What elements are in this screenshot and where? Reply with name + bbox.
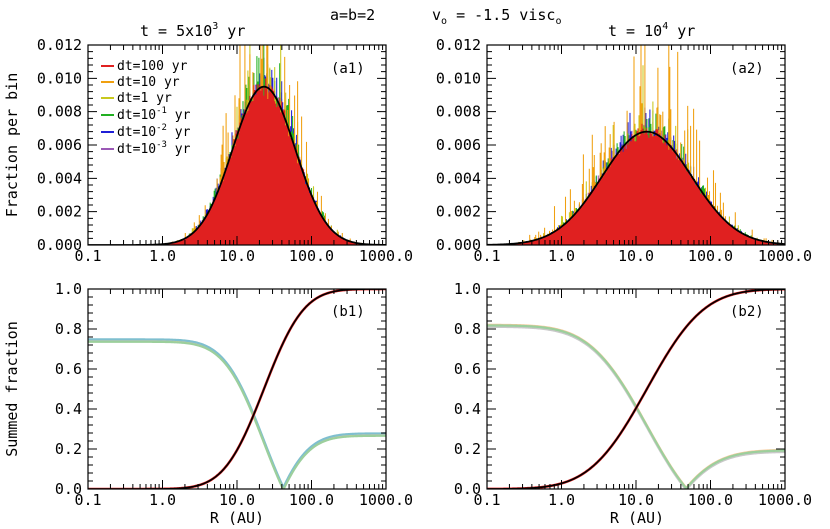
header-velocity: vo = -1.5 visco [432, 6, 561, 27]
panel-b2: 0.1 1.0 10.0 100.0 1000.00.00.20.40.60.81.0 … [454, 280, 812, 527]
panel-b2-label: (b2) [730, 304, 764, 320]
legend-label-dt10: dt=10 yr [117, 75, 180, 90]
y-tick-label: 0.012 [37, 36, 82, 54]
panel-a2-title: t = 104 yr [608, 21, 695, 40]
panel-b1-plot: 0.1 1.0 10.0 100.0 1000.0 0.0 0.2 0.4 0.6 0.8 1.0 [55, 280, 413, 509]
x-tick-label: 0.1 [74, 491, 101, 509]
axis-ticks [87, 288, 387, 490]
y-tick-label: 0.006 [436, 136, 481, 154]
x-tick-label: 1.0 [548, 247, 575, 265]
series-dt-1-yr [88, 338, 386, 489]
x-tick-label: 1.0 [149, 247, 176, 265]
panel-a2-plot: 0.1 1.0 10.0 100.0 1000.0 0.000 0.002 0.004 0.00… [436, 36, 812, 265]
y-tick-label: 0.6 [454, 360, 481, 378]
y-tick-label: 0.008 [436, 103, 481, 121]
y-tick-label: 0.8 [55, 320, 82, 338]
y-tick-label: 0.006 [37, 136, 82, 154]
x-tick-label: 10.0 [219, 247, 255, 265]
x-tick-label: 100.0 [289, 247, 334, 265]
x-tick-label: 100.0 [289, 491, 334, 509]
panel-a1-label: (a1) [331, 61, 365, 77]
panel-b2-plot: 0.1 1.0 10.0 100.0 1000.0 0.0 0.2 0.4 0.6 0.8 1.0 [454, 280, 812, 509]
y-tick-label: 0.000 [436, 236, 481, 254]
x-tick-label: 1000.0 [359, 247, 413, 265]
header-params: a=b=2 [330, 6, 375, 24]
y-tick-label: 0.4 [55, 400, 82, 418]
plot-data [487, 289, 785, 489]
y-tick-label: 0.004 [37, 169, 82, 187]
axis-ticks [486, 288, 786, 490]
x-tick-label: 1000.0 [758, 247, 812, 265]
x-tick-label: 0.1 [74, 247, 101, 265]
legend-label-dt0.1: dt=10-1 yr [117, 106, 191, 123]
series-dt-100-yr [487, 123, 785, 245]
panel-b2-xlabel: R (AU) [610, 509, 664, 527]
panel-b1-xlabel: R (AU) [210, 509, 264, 527]
y-tick-label: 0.2 [55, 440, 82, 458]
y-tick-label: 0.000 [37, 236, 82, 254]
panel-b1: Summed fraction 0.1 1.0 10.0 100.0 1000.0 0.0… [3, 280, 413, 527]
x-tick-label: 1000.0 [758, 491, 812, 509]
panel-a2: t = 104 yr 0.1 1.0 10.0 100.0 1000.0 0.000 0.0… [436, 21, 812, 265]
y-tick-label: 0.6 [55, 360, 82, 378]
y-tick-label: 1.0 [454, 280, 481, 298]
panel-a1-ylabel: Fraction per bin [3, 73, 21, 218]
axis-ticks [486, 44, 786, 246]
x-tick-label: 1.0 [548, 491, 575, 509]
y-tick-label: 0.2 [454, 440, 481, 458]
panel-a1: t = 5x103 yr Fraction per bin 0.1 1.0 10.0… [3, 21, 413, 265]
y-tick-label: 0.4 [454, 400, 481, 418]
series-dt-10-yr [88, 339, 386, 489]
x-tick-label: 10.0 [219, 491, 255, 509]
panel-a1-plot: 0.1 1.0 10.0 100.0 1000.0 0.000 0.002 0.004 0.00… [37, 36, 413, 265]
x-tick-label: 1000.0 [359, 491, 413, 509]
y-tick-label: 0.012 [436, 36, 481, 54]
x-tick-label: 10.0 [618, 247, 654, 265]
legend-label-dt0.01: dt=10-2 yr [117, 123, 191, 140]
x-tick-label: 0.1 [473, 491, 500, 509]
legend: dt=100 yr dt=10 yr dt=1 yr dt=10-1 yr dt… [101, 59, 191, 157]
y-tick-label: 1.0 [55, 280, 82, 298]
y-tick-label: 0.8 [454, 320, 481, 338]
series-dt-10-yr [88, 340, 386, 489]
plot-data [88, 45, 386, 245]
axis-ticks [87, 44, 387, 246]
x-tick-label: 0.1 [473, 247, 500, 265]
y-tick-label: 0.008 [37, 103, 82, 121]
rising-curve [487, 289, 785, 489]
y-tick-label: 0.010 [37, 69, 82, 87]
legend-label-dt100: dt=100 yr [117, 59, 188, 74]
panel-b1-label: (b1) [331, 304, 365, 320]
panel-b1-ylabel: Summed fraction [3, 321, 21, 456]
fit-curve [487, 130, 785, 245]
y-tick-label: 0.004 [436, 169, 481, 187]
x-tick-label: 10.0 [618, 491, 654, 509]
x-tick-label: 1.0 [149, 491, 176, 509]
y-tick-label: 0.0 [454, 480, 481, 498]
y-tick-label: 0.010 [436, 69, 481, 87]
legend-label-dt1: dt=1 yr [117, 91, 172, 106]
x-tick-label: 100.0 [688, 491, 733, 509]
y-tick-label: 0.002 [37, 203, 82, 221]
series-dt-100-yr [88, 339, 386, 489]
y-tick-label: 0.002 [436, 203, 481, 221]
panel-a1-title: t = 5x103 yr [140, 21, 245, 40]
x-tick-label: 100.0 [688, 247, 733, 265]
panel-a2-label: (a2) [730, 61, 764, 77]
y-tick-label: 0.0 [55, 480, 82, 498]
legend-label-dt0.001: dt=10-3 yr [117, 140, 191, 157]
